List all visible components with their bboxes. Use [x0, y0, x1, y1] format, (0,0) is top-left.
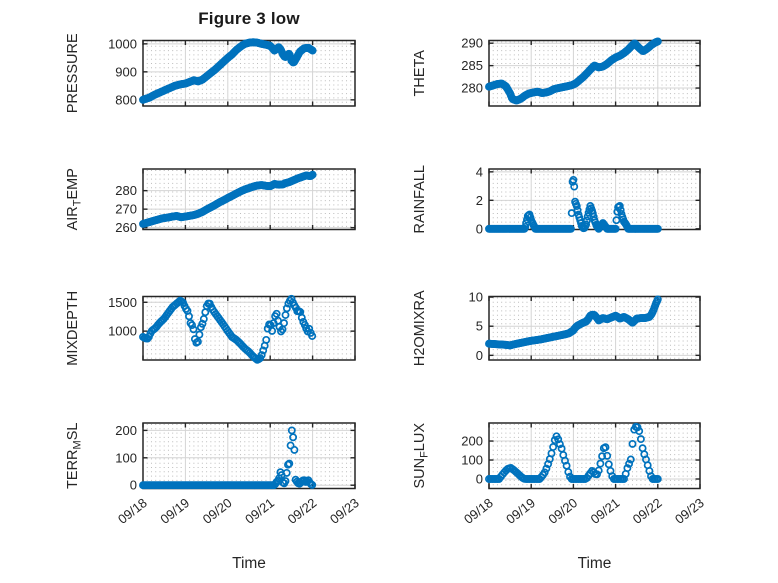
axes-box [142, 168, 356, 231]
data-markers [485, 37, 662, 105]
x-tick-label: 09/23 [672, 495, 707, 527]
major-grid [143, 169, 355, 230]
data-markers [485, 422, 662, 483]
data-markers [139, 294, 317, 364]
tick-marks [142, 169, 356, 230]
subplot-pressure: 800 900 1000 PRESSURE [65, 33, 356, 113]
y-tick-label: 100 [115, 450, 137, 465]
minor-grid [146, 424, 352, 488]
y-tick-label: 285 [461, 58, 483, 73]
x-tick-label: 09/18 [115, 495, 150, 527]
data-markers [139, 426, 317, 490]
tick-marks [142, 40, 356, 106]
tick-marks [488, 423, 701, 489]
subplot-terr_msl: 0 100 200 TERRMSL 09/18 09/19 09/20 09/21 09/22 0… [65, 422, 362, 572]
subplot-mixdepth: 1000 1500 MIXDEPTH [65, 291, 356, 366]
figure-title: Figure 3 low [198, 9, 300, 28]
x-axis-label: Time [578, 555, 612, 572]
y-tick-label: 260 [115, 220, 137, 235]
y-tick-label: 5 [476, 319, 483, 334]
y-tick-label: 1000 [108, 36, 137, 51]
subplot-sun_flux: 0 100 200 SUNFLUX 09/18 09/19 09/20 09/21 09/22 0… [412, 422, 707, 572]
y-axis-label: MIXDEPTH [65, 291, 81, 366]
y-axis-label: PRESSURE [65, 33, 81, 113]
subplot-h2omixra: 0 5 10 H2OMIXRA [412, 290, 701, 366]
y-tick-label: 900 [115, 64, 137, 79]
y-tick-label: 280 [115, 183, 137, 198]
x-tick-label: 09/20 [545, 495, 580, 527]
y-axis-label: THETA [412, 50, 428, 97]
y-tick-label: 280 [461, 81, 483, 96]
y-tick-label: 200 [115, 423, 137, 438]
x-tick-label: 09/19 [503, 495, 538, 527]
x-tick-label: 09/23 [327, 495, 362, 527]
axes-box [488, 422, 701, 490]
y-axis-label: TERRMSL [65, 423, 84, 489]
x-tick-label: 09/18 [461, 495, 496, 527]
y-axis-label: AIRTEMP [65, 168, 84, 230]
axes-box [142, 295, 356, 361]
x-tick-label: 09/20 [200, 495, 235, 527]
data-markers [485, 175, 662, 233]
y-axis-label: H2OMIXRA [412, 290, 428, 366]
x-axis-label: Time [232, 555, 266, 572]
minor-grid [146, 41, 352, 105]
y-tick-label: 1000 [108, 324, 137, 339]
y-tick-label: 0 [130, 478, 137, 493]
tick-marks [488, 296, 701, 360]
data-markers [139, 38, 317, 104]
y-tick-label: 0 [476, 348, 483, 363]
y-tick-label: 1500 [108, 295, 137, 310]
y-tick-label: 4 [476, 164, 483, 179]
y-axis-label: RAINFALL [412, 165, 428, 234]
subplot-rainfall: 0 2 4 RAINFALL [412, 164, 701, 236]
x-tick-label: 09/22 [285, 495, 320, 527]
data-markers [485, 295, 662, 350]
y-axis-label: SUNFLUX [412, 423, 431, 489]
subplot-theta: 280 285 290 THETA [412, 36, 701, 107]
y-tick-label: 290 [461, 36, 483, 51]
y-tick-label: 10 [469, 290, 483, 305]
y-tick-label: 0 [476, 472, 483, 487]
x-tick-label: 09/21 [588, 495, 623, 527]
y-tick-label: 270 [115, 202, 137, 217]
data-markers [139, 170, 317, 228]
y-tick-label: 2 [476, 193, 483, 208]
subplot-air_temp: 260 270 280 AIRTEMP [65, 168, 356, 235]
y-tick-label: 200 [461, 434, 483, 449]
tick-marks [142, 296, 356, 360]
axes-box [488, 295, 701, 361]
x-tick-label: 09/22 [630, 495, 665, 527]
minor-grid [492, 297, 697, 359]
axes-box [488, 39, 701, 107]
x-tick-label: 09/21 [242, 495, 277, 527]
y-tick-label: 0 [476, 221, 483, 236]
y-tick-label: 800 [115, 92, 137, 107]
y-tick-label: 100 [461, 453, 483, 468]
x-tick-label: 09/19 [157, 495, 192, 527]
